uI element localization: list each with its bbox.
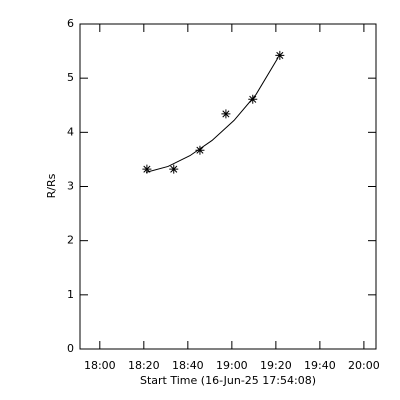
y-tick-label: 4 [67,125,74,138]
y-tick-label: 5 [67,71,74,84]
x-tick-label: 18:20 [128,359,160,372]
x-tick-label: 19:20 [260,359,292,372]
data-point [248,94,258,104]
fit-curve [145,57,279,173]
data-point [275,50,285,60]
data-point [221,109,231,119]
data-point [169,164,179,174]
x-tick-label: 18:00 [84,359,116,372]
y-tick-label: 2 [67,234,74,247]
y-axis-label: R/Rs [45,173,58,198]
data-point [195,145,205,155]
x-axis-label: Start Time (16-Jun-25 17:54:08) [140,374,316,387]
x-tick-label: 19:40 [304,359,336,372]
y-tick-label: 0 [67,342,74,355]
y-tick-label: 3 [67,180,74,193]
x-tick-label: 20:00 [348,359,380,372]
x-tick-label: 19:00 [216,359,248,372]
y-tick-label: 1 [67,288,74,301]
y-tick-label: 6 [67,17,74,30]
data-point [142,164,152,174]
plot-frame [79,23,377,350]
x-tick-label: 18:40 [172,359,204,372]
